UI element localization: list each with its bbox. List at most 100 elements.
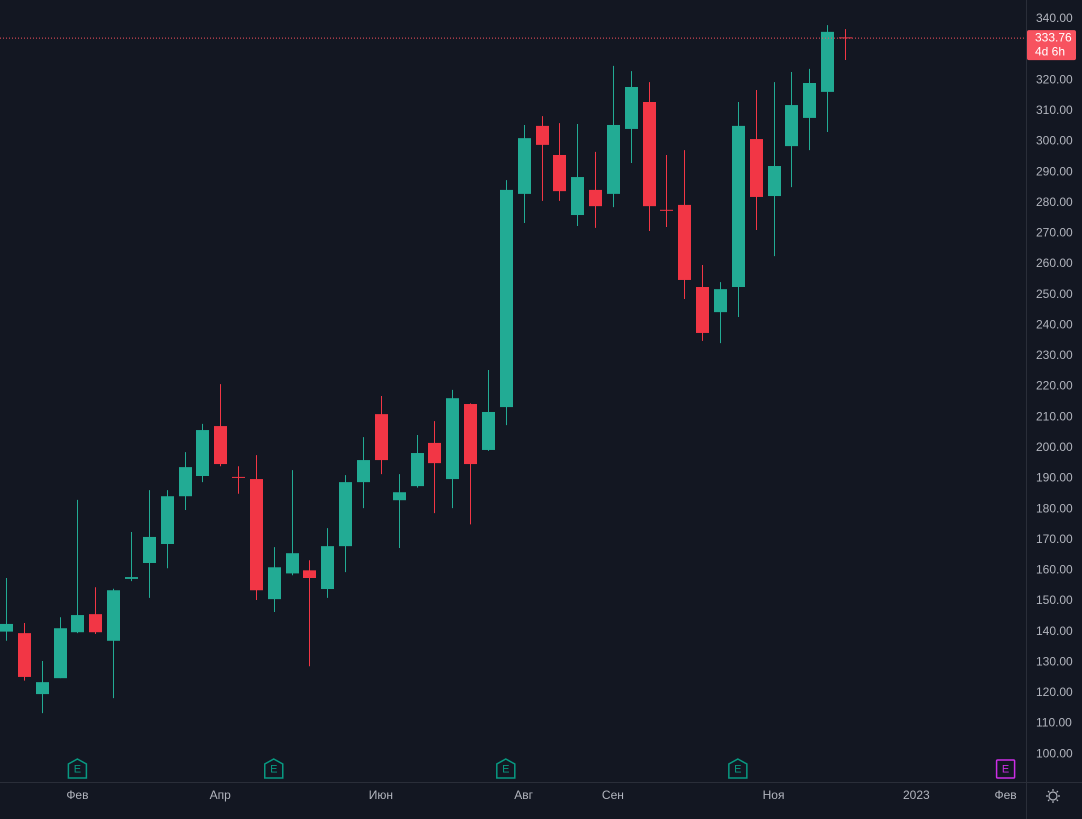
y-tick-label: 170.00 xyxy=(1036,532,1073,546)
y-tick-label: 200.00 xyxy=(1036,440,1073,454)
countdown-label: 4d 6h xyxy=(1035,44,1065,58)
event-badge xyxy=(67,758,88,779)
candle-body xyxy=(482,411,495,450)
candle-body xyxy=(89,614,102,633)
last-price-tag xyxy=(1027,30,1076,61)
candle-body xyxy=(785,105,798,147)
y-tick-label: 130.00 xyxy=(1036,654,1073,668)
candle-body xyxy=(768,166,781,197)
candle-body xyxy=(375,414,388,461)
y-tick-label: 250.00 xyxy=(1036,287,1073,301)
candle-body xyxy=(54,628,67,679)
y-tick-label: 160.00 xyxy=(1036,563,1073,577)
candle-body xyxy=(125,577,138,579)
candle-body xyxy=(286,553,299,574)
y-tick-label: 180.00 xyxy=(1036,501,1073,515)
candle-body xyxy=(250,479,263,591)
settings-icon[interactable] xyxy=(1046,789,1060,803)
candle-body xyxy=(678,204,691,280)
candle-body xyxy=(625,86,638,129)
candle-body xyxy=(196,430,209,476)
y-tick-label: 310.00 xyxy=(1036,103,1073,117)
event-label: E xyxy=(74,763,81,775)
y-tick-label: 100.00 xyxy=(1036,746,1073,760)
candle-body xyxy=(803,83,816,118)
candle-body xyxy=(357,460,370,483)
candle-body xyxy=(500,189,513,408)
candle-body xyxy=(393,492,406,501)
y-tick-label: 210.00 xyxy=(1036,409,1073,423)
y-tick-label: 110.00 xyxy=(1036,716,1072,730)
candle-body xyxy=(268,567,281,600)
candle-body xyxy=(536,125,549,145)
candle-body xyxy=(18,633,31,677)
candle-body xyxy=(143,536,156,563)
candle-body xyxy=(36,682,49,695)
candle-body xyxy=(303,570,316,578)
candle-body xyxy=(179,467,192,497)
y-tick-label: 300.00 xyxy=(1036,134,1073,148)
y-tick-label: 270.00 xyxy=(1036,226,1073,240)
candle-body xyxy=(214,426,227,465)
candle-body xyxy=(607,124,620,194)
x-tick-label: Авг xyxy=(514,788,533,802)
settings-icon-ring xyxy=(1048,791,1058,801)
event-label: E xyxy=(502,763,509,775)
candle-body xyxy=(0,623,13,632)
candle-body xyxy=(589,189,602,207)
x-tick-label: Сен xyxy=(602,788,624,802)
y-tick-label: 340.00 xyxy=(1036,11,1073,25)
candle-body xyxy=(518,138,531,194)
event-badge xyxy=(995,759,1016,779)
event-marker: E xyxy=(496,758,516,779)
y-tick-label: 220.00 xyxy=(1036,379,1073,393)
event-badge xyxy=(264,758,284,779)
candle-body xyxy=(428,442,441,464)
candle-body xyxy=(553,154,566,192)
y-tick-label: 140.00 xyxy=(1036,624,1073,638)
y-tick-label: 260.00 xyxy=(1036,256,1073,270)
y-tick-label: 190.00 xyxy=(1036,471,1073,485)
candle-body xyxy=(821,31,834,92)
event-marker: E xyxy=(728,758,748,779)
event-badge xyxy=(496,758,516,779)
y-tick-label: 240.00 xyxy=(1036,317,1073,331)
candle-body xyxy=(714,289,727,313)
event-label: E xyxy=(734,763,741,775)
candle-body xyxy=(339,482,352,547)
candle-body xyxy=(660,209,673,211)
candle-body xyxy=(161,496,174,544)
y-tick-label: 290.00 xyxy=(1036,164,1073,178)
candle-body xyxy=(71,615,84,633)
event-marker: E xyxy=(264,758,284,779)
candle-body xyxy=(732,125,745,288)
last-price-label: 333.76 xyxy=(1035,30,1072,44)
candle-body xyxy=(571,177,584,216)
y-tick-label: 230.00 xyxy=(1036,348,1073,362)
event-label: E xyxy=(1002,763,1009,775)
settings-icon-rays xyxy=(1046,789,1060,803)
x-tick-label: Фев xyxy=(995,788,1017,802)
event-badge xyxy=(728,758,748,779)
candle-body xyxy=(446,398,459,480)
candle-body xyxy=(643,102,656,207)
y-tick-label: 320.00 xyxy=(1036,72,1073,86)
candle-body xyxy=(232,476,245,478)
y-tick-label: 150.00 xyxy=(1036,593,1073,607)
y-tick-label: 120.00 xyxy=(1036,685,1073,699)
event-marker: E xyxy=(67,758,88,779)
x-tick-label: 2023 xyxy=(903,788,930,802)
candle-body xyxy=(696,287,709,333)
x-tick-label: Апр xyxy=(210,788,232,802)
candle-body xyxy=(464,404,477,465)
candle-body xyxy=(411,453,424,487)
y-tick-label: 280.00 xyxy=(1036,195,1073,209)
event-label: E xyxy=(270,763,277,775)
x-tick-label: Ноя xyxy=(763,788,785,802)
x-tick-label: Июн xyxy=(369,788,393,802)
event-marker: E xyxy=(995,759,1016,779)
candle-body xyxy=(839,37,852,39)
